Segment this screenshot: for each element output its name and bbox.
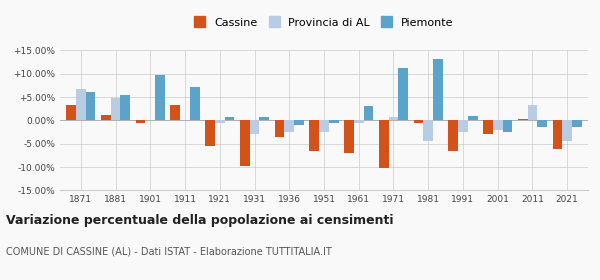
Bar — [413, 120, 424, 123]
Text: COMUNE DI CASSINE (AL) - Dati ISTAT - Elaborazione TUTTITALIA.IT: COMUNE DI CASSINE (AL) - Dati ISTAT - El… — [6, 247, 332, 257]
Bar — [553, 120, 562, 149]
Bar — [483, 120, 493, 134]
Bar — [493, 120, 503, 130]
Bar — [433, 59, 443, 120]
Legend: Cassine, Provincia di AL, Piemonte: Cassine, Provincia di AL, Piemonte — [191, 14, 457, 31]
Bar — [319, 120, 329, 132]
Bar — [121, 95, 130, 120]
Bar — [448, 120, 458, 151]
Bar — [215, 120, 224, 123]
Bar — [155, 75, 165, 120]
Bar — [111, 98, 121, 120]
Bar — [284, 120, 294, 132]
Bar — [76, 89, 86, 120]
Bar — [424, 120, 433, 141]
Bar — [379, 120, 389, 168]
Bar — [205, 120, 215, 146]
Bar — [250, 120, 259, 134]
Bar — [294, 120, 304, 125]
Bar — [572, 120, 582, 127]
Bar — [354, 120, 364, 123]
Bar — [275, 120, 284, 137]
Bar — [527, 105, 537, 120]
Bar — [468, 116, 478, 120]
Bar — [170, 105, 180, 120]
Bar — [86, 92, 95, 120]
Bar — [190, 87, 200, 120]
Bar — [66, 105, 76, 120]
Bar — [344, 120, 354, 153]
Bar — [329, 120, 338, 123]
Bar — [259, 117, 269, 120]
Bar — [389, 117, 398, 120]
Bar — [562, 120, 572, 141]
Bar — [537, 120, 547, 127]
Text: Variazione percentuale della popolazione ai censimenti: Variazione percentuale della popolazione… — [6, 214, 394, 227]
Bar — [240, 120, 250, 166]
Bar — [136, 120, 145, 123]
Bar — [310, 120, 319, 151]
Bar — [398, 68, 408, 120]
Bar — [224, 117, 235, 120]
Bar — [101, 115, 111, 120]
Bar — [458, 120, 468, 132]
Bar — [503, 120, 512, 132]
Bar — [364, 106, 373, 120]
